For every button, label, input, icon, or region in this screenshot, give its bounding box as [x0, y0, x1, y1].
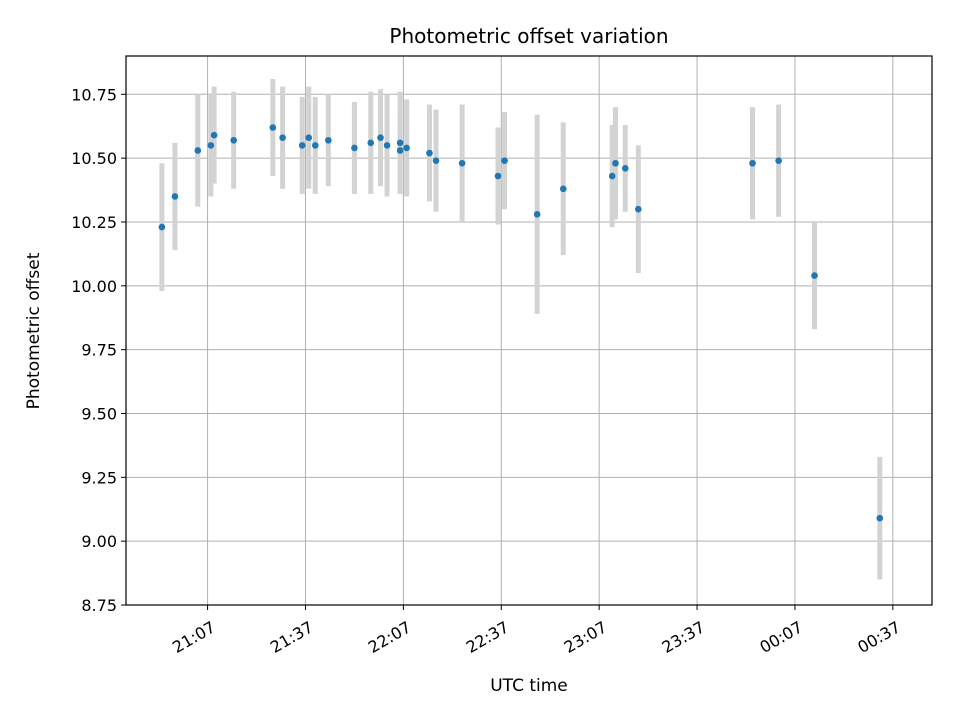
y-tick-label: 10.75: [71, 85, 117, 104]
y-tick-label: 9.25: [81, 468, 117, 487]
data-point: [775, 157, 782, 164]
data-point: [207, 142, 215, 149]
y-axis-title: Photometric offset: [24, 252, 44, 409]
data-point: [230, 136, 237, 144]
data-point: [426, 149, 433, 157]
chart-title: Photometric offset variation: [389, 24, 668, 48]
data-point: [367, 139, 375, 147]
data-point: [383, 142, 391, 149]
data-point: [377, 134, 384, 142]
y-tick-label: 9.50: [81, 404, 117, 423]
y-tick-label: 9.75: [81, 341, 117, 360]
data-point: [501, 157, 508, 164]
data-point: [171, 193, 179, 200]
data-point: [635, 205, 642, 213]
plot-area-frame: [125, 55, 933, 606]
data-point: [269, 124, 277, 131]
data-point: [749, 159, 756, 167]
data-point: [396, 147, 404, 154]
data-point: [311, 142, 319, 149]
data-point: [194, 147, 202, 154]
y-tick-label: 10.50: [71, 149, 117, 168]
data-point: [811, 272, 818, 279]
data-point: [612, 159, 619, 167]
data-point: [403, 144, 410, 152]
data-point: [533, 211, 541, 218]
data-point: [608, 172, 616, 180]
data-point: [458, 159, 466, 167]
data-point: [876, 514, 884, 522]
y-tick-label: 10.25: [71, 213, 117, 232]
data-point: [621, 165, 629, 172]
y-axis-ticks: 8.75 9.00 9.25 9.50 9.75 10.00 10.25 10.50 10.75: [71, 85, 126, 615]
data-point: [279, 134, 286, 142]
data-point: [494, 172, 502, 180]
data-points: [158, 124, 884, 522]
y-tick-label: 10.00: [71, 277, 117, 296]
data-point: [396, 139, 404, 147]
data-point: [298, 142, 306, 149]
data-point: [210, 131, 218, 139]
data-point: [559, 185, 567, 193]
data-point: [432, 157, 440, 164]
data-point: [305, 134, 313, 142]
x-axis-title: UTC time: [490, 676, 568, 696]
y-tick-label: 9.00: [81, 532, 117, 551]
data-point: [325, 136, 332, 144]
data-point: [351, 144, 358, 152]
y-tick-label: 8.75: [81, 596, 117, 615]
data-point: [158, 223, 166, 231]
